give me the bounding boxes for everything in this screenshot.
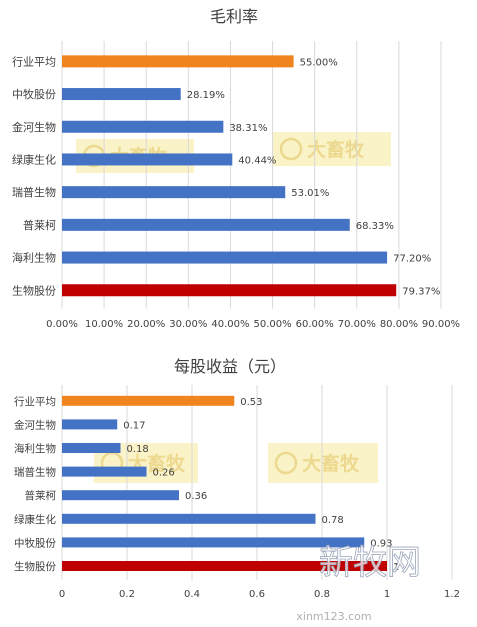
- chart2-category-label: 生物股份: [14, 560, 56, 573]
- chart2-watermark-box: [268, 443, 378, 483]
- chart1-value-label: 79.37%: [402, 286, 440, 297]
- chart2-value-label: 1: [393, 562, 399, 573]
- chart2-tick-label: 0.4: [184, 589, 200, 600]
- chart2-bar: [62, 419, 118, 430]
- chart1-bar: [62, 186, 286, 199]
- chart1-category-label: 海利生物: [12, 251, 56, 265]
- chart2-value-label: 0.26: [153, 468, 175, 479]
- chart1-category-label: 绿康生化: [12, 152, 56, 166]
- site-url: xinm123.com: [296, 610, 371, 623]
- chart2-watermark-text: 大畜牧: [302, 452, 360, 475]
- chart2-category-label: 绿康生化: [14, 513, 56, 526]
- chart2-value-label: 0.18: [127, 444, 149, 455]
- chart1-bar: [62, 88, 181, 101]
- chart1-category-label: 金河生物: [12, 120, 56, 134]
- chart2-bar: [62, 490, 179, 501]
- chart1-category-label: 普莱柯: [23, 218, 56, 232]
- chart1-watermark-box: [273, 132, 391, 166]
- chart2-category-label: 中牧股份: [14, 536, 56, 549]
- chart1-value-label: 53.01%: [291, 188, 329, 199]
- chart1-bar: [62, 153, 233, 166]
- chart2-bar: [62, 466, 147, 477]
- chart2-value-label: 0.17: [123, 420, 145, 431]
- chart2-bar: [62, 513, 316, 524]
- chart1-tick-label: 20.00%: [127, 319, 165, 330]
- chart1-value-label: 28.19%: [187, 90, 225, 101]
- chart2-category-label: 行业平均: [14, 395, 56, 408]
- chart1-watermark-text: 大畜牧: [307, 138, 365, 161]
- chart1-category-label: 瑞普生物: [12, 185, 56, 199]
- site-logo: 新牧网: [319, 543, 421, 583]
- chart2-category-label: 瑞普生物: [14, 466, 56, 479]
- chart2-tick-label: 0.2: [119, 589, 135, 600]
- chart2-tick-label: 1.2: [444, 589, 460, 600]
- chart2-tick-label: 0: [59, 589, 65, 600]
- chart1-bar: [62, 55, 294, 68]
- chart1-bar: [62, 120, 224, 133]
- chart2-tick-label: 0.6: [249, 589, 265, 600]
- chart2-bar: [62, 537, 365, 548]
- chart1-tick-label: 70.00%: [338, 319, 376, 330]
- chart1-category-label: 中牧股份: [12, 87, 56, 101]
- chart2-bar: [62, 443, 121, 453]
- chart1-value-label: 55.00%: [300, 57, 338, 68]
- chart1-category-label: 生物股份: [12, 283, 56, 297]
- chart1-value-label: 68.33%: [356, 221, 394, 232]
- chart1-category-label: 行业平均: [12, 55, 56, 68]
- chart1-value-label: 77.20%: [393, 254, 431, 265]
- chart1-tick-label: 0.00%: [46, 319, 78, 330]
- chart1-tick-label: 80.00%: [380, 319, 418, 330]
- chart1-tick-label: 90.00%: [422, 319, 460, 330]
- chart1-tick-label: 30.00%: [169, 319, 207, 330]
- chart1-bar: [62, 251, 388, 264]
- chart2-bar: [62, 395, 235, 406]
- chart2-category-label: 普莱柯: [25, 489, 57, 502]
- chart2-value-label: 0.78: [322, 515, 344, 526]
- chart1-bar: [62, 284, 397, 297]
- chart2-value-label: 0.53: [240, 397, 262, 408]
- chart1-value-label: 38.31%: [229, 123, 267, 134]
- chart1-watermark-icon: [279, 137, 303, 161]
- chart1-title: 毛利率: [210, 7, 258, 26]
- chart1-tick-label: 50.00%: [253, 319, 291, 330]
- chart1-value-label: 40.44%: [238, 155, 276, 166]
- chart1-tick-label: 10.00%: [85, 319, 123, 330]
- chart2-category-label: 海利生物: [14, 442, 56, 455]
- chart2-watermark-icon: [274, 451, 298, 475]
- chart2-title: 每股收益（元）: [174, 357, 286, 376]
- chart2-tick-label: 0.8: [314, 589, 330, 600]
- chart2-category-label: 金河生物: [14, 418, 56, 431]
- chart2-value-label: 0.93: [370, 538, 392, 549]
- chart1-bar: [62, 218, 350, 231]
- chart2-value-label: 0.36: [185, 491, 207, 502]
- chart1-tick-label: 60.00%: [296, 319, 334, 330]
- chart1-tick-label: 40.00%: [211, 319, 249, 330]
- chart2-bar: [62, 561, 387, 571]
- chart2-tick-label: 1: [384, 589, 390, 600]
